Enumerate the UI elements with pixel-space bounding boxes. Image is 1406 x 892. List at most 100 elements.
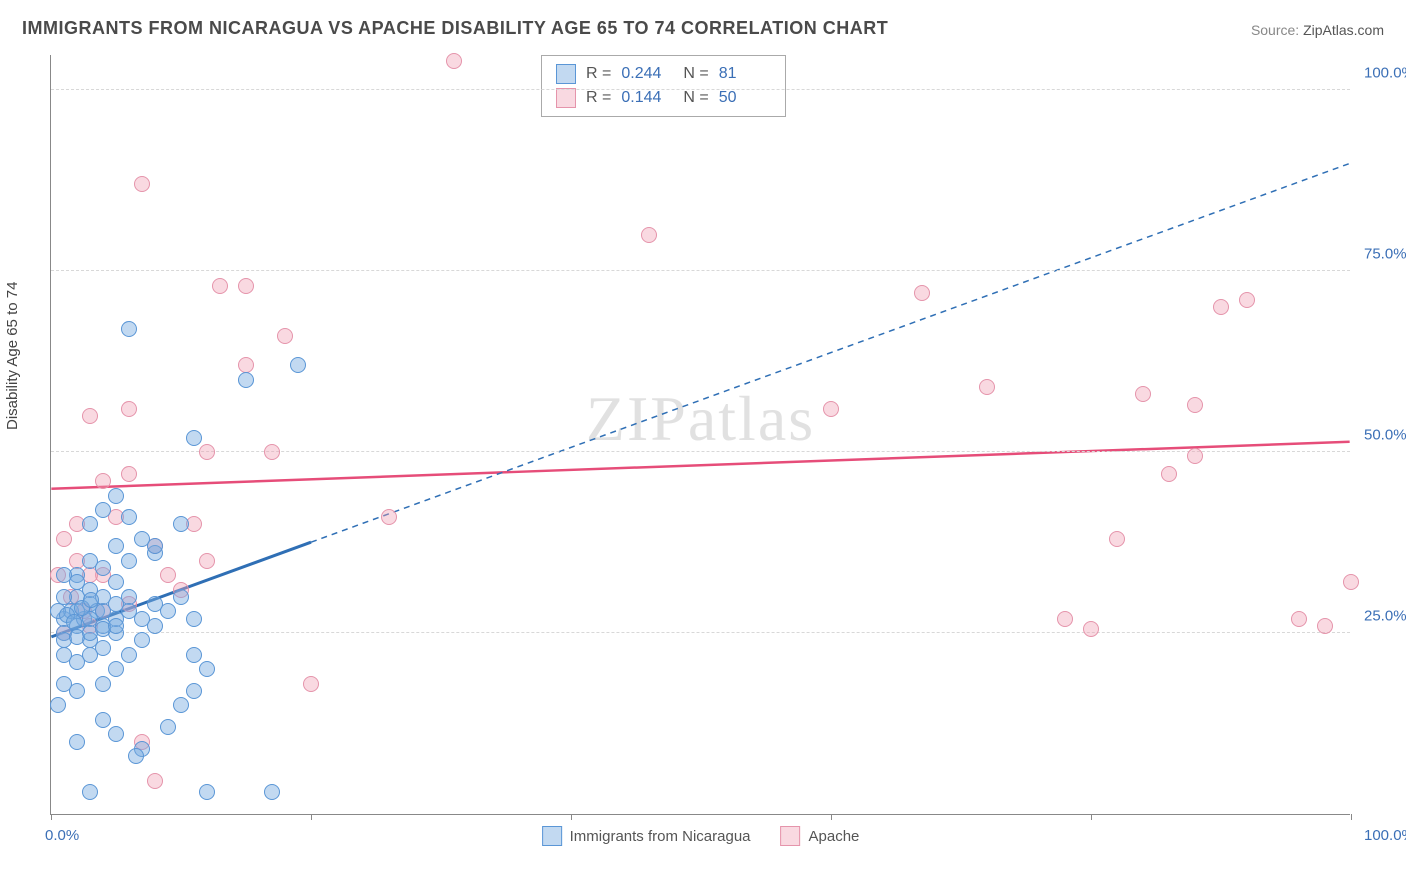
data-point-blue [108,618,124,634]
source-attribution: Source: ZipAtlas.com [1251,22,1384,38]
data-point-blue [83,592,99,608]
data-point-pink [1291,611,1307,627]
stats-row-blue: R = 0.244 N = 81 [556,62,771,86]
data-point-blue [82,516,98,532]
y-axis-label: Disability Age 65 to 74 [4,282,21,430]
data-point-pink [238,278,254,294]
source-link[interactable]: ZipAtlas.com [1303,22,1384,38]
data-point-pink [264,444,280,460]
data-point-blue [82,784,98,800]
r-label: R = [586,65,611,83]
data-point-pink [199,444,215,460]
data-point-blue [199,784,215,800]
data-point-blue [173,516,189,532]
data-point-blue [108,661,124,677]
x-tick [571,814,572,820]
data-point-pink [914,285,930,301]
data-point-blue [128,748,144,764]
y-tick-label: 75.0% [1364,246,1406,263]
data-point-blue [121,553,137,569]
regression-line-blue-dashed [311,163,1350,542]
data-point-pink [1109,531,1125,547]
data-point-pink [212,278,228,294]
data-point-blue [66,614,82,630]
data-point-blue [108,538,124,554]
data-point-pink [1343,574,1359,590]
data-point-pink [446,53,462,69]
legend-swatch-blue [556,64,576,84]
series-legend: Immigrants from Nicaragua Apache [542,826,860,846]
data-point-blue [199,661,215,677]
stats-legend-box: R = 0.244 N = 81 R = 0.144 N = 50 [541,55,786,117]
source-prefix: Source: [1251,22,1303,38]
data-point-blue [186,647,202,663]
legend-swatch-pink [556,88,576,108]
data-point-blue [264,784,280,800]
gridline-h [51,89,1350,90]
chart-title: IMMIGRANTS FROM NICARAGUA VS APACHE DISA… [22,18,888,39]
data-point-pink [1187,448,1203,464]
x-tick [311,814,312,820]
data-point-blue [173,697,189,713]
data-point-pink [641,227,657,243]
data-point-blue [108,488,124,504]
regression-line-pink [51,442,1349,489]
data-point-blue [173,589,189,605]
data-point-blue [95,502,111,518]
data-point-blue [108,574,124,590]
data-point-pink [1317,618,1333,634]
data-point-pink [199,553,215,569]
chart-container: IMMIGRANTS FROM NICARAGUA VS APACHE DISA… [0,0,1406,892]
data-point-blue [121,321,137,337]
data-point-blue [56,567,72,583]
data-point-pink [121,466,137,482]
data-point-pink [121,401,137,417]
data-point-blue [95,560,111,576]
x-tick [1351,814,1352,820]
x-tick [51,814,52,820]
data-point-blue [108,726,124,742]
gridline-h [51,270,1350,271]
data-point-blue [108,596,124,612]
data-point-pink [1161,466,1177,482]
data-point-blue [186,611,202,627]
data-point-pink [277,328,293,344]
data-point-blue [160,719,176,735]
legend-item-blue: Immigrants from Nicaragua [542,826,751,846]
regression-lines-layer [51,55,1350,814]
data-point-blue [147,538,163,554]
data-point-pink [823,401,839,417]
data-point-blue [134,611,150,627]
data-point-blue [186,683,202,699]
data-point-pink [303,676,319,692]
data-point-pink [56,531,72,547]
r-value-blue: 0.244 [621,65,673,83]
n-value-blue: 81 [719,65,771,83]
legend-label-blue: Immigrants from Nicaragua [570,828,751,845]
data-point-pink [1213,299,1229,315]
data-point-pink [134,176,150,192]
n-value-pink: 50 [719,89,771,107]
data-point-blue [186,430,202,446]
data-point-blue [121,509,137,525]
data-point-pink [1083,621,1099,637]
data-point-pink [1135,386,1151,402]
n-label: N = [683,65,708,83]
r-label: R = [586,89,611,107]
x-tick [1091,814,1092,820]
data-point-pink [1239,292,1255,308]
legend-swatch-blue [542,826,562,846]
y-tick-label: 25.0% [1364,608,1406,625]
gridline-h [51,451,1350,452]
gridline-h [51,632,1350,633]
y-tick-label: 50.0% [1364,427,1406,444]
data-point-blue [95,676,111,692]
legend-label-pink: Apache [809,828,860,845]
watermark-text: ZIPatlas [586,382,815,456]
data-point-pink [979,379,995,395]
x-tick [831,814,832,820]
data-point-blue [69,683,85,699]
data-point-pink [147,773,163,789]
data-point-blue [147,596,163,612]
data-point-pink [160,567,176,583]
